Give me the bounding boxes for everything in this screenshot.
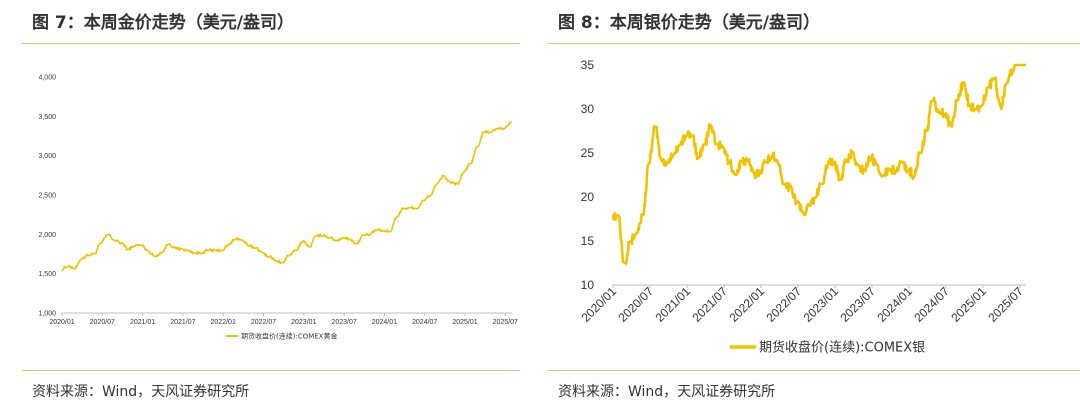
y-tick-label: 3,500: [38, 114, 56, 121]
silver-panel: 图 8：本周银价走势（美元/盎司） 10 15 20 25 30 35 2020/01 202…: [548, 0, 1080, 404]
x-tick-label: 2022/01: [726, 284, 767, 325]
gold-panel: 图 7：本周金价走势（美元/盎司） 1,000 1,500 2,000 2,500 3,…: [0, 0, 520, 404]
y-tick-label: 10: [581, 278, 595, 292]
y-tick-label: 25: [581, 146, 595, 160]
y-tick-label: 2,000: [38, 232, 56, 239]
x-tick-label: 2024/01: [372, 319, 397, 326]
gold-chart-title: 图 7：本周金价走势（美元/盎司）: [32, 13, 294, 33]
x-tick-label: 2024/07: [911, 284, 952, 325]
x-tick-label: 2023/07: [331, 319, 356, 326]
y-tick-label: 1,000: [38, 310, 56, 317]
x-tick-label: 2022/01: [211, 319, 236, 326]
x-tick-label: 2025/07: [985, 284, 1026, 325]
silver-price-chart: 1015202530352020/012020/072021/012021/07…: [579, 58, 1027, 356]
y-tick-label: 15: [581, 234, 595, 248]
x-tick-label: 2024/01: [874, 284, 915, 325]
silver-chart-title: 图 8：本周银价走势（美元/盎司）: [558, 13, 820, 33]
gold-price-chart: 1,000 1,500 2,000 2,500 3,000 3,500 4,000 2020/…: [38, 74, 518, 340]
gold-source-note: 资料来源：Wind，天风证券研究所: [32, 384, 250, 400]
x-tick-label: 2023/07: [837, 284, 878, 325]
y-tick-label: 20: [581, 190, 595, 204]
x-tick-label: 2021/01: [130, 319, 155, 326]
source-divider: [548, 370, 1080, 371]
x-tick-label: 2024/07: [412, 319, 437, 326]
series-line: [611, 63, 1026, 265]
x-tick-label: 2020/01: [49, 319, 74, 326]
x-tick-label: 2021/07: [170, 319, 195, 326]
y-tick-label: 3,000: [38, 153, 56, 160]
x-tick-label: 2022/07: [763, 284, 804, 325]
y-tick-label: 30: [581, 102, 595, 116]
x-tick-label: 2025/01: [452, 319, 477, 326]
x-tick-label: 2020/07: [616, 284, 657, 325]
x-tick-label: 2025/01: [948, 284, 989, 325]
x-tick-label: 2023/01: [291, 319, 316, 326]
x-tick-label: 2025/07: [493, 319, 518, 326]
y-tick-label: 1,500: [38, 271, 56, 278]
y-tick-label: 35: [581, 58, 595, 72]
y-tick-label: 2,500: [38, 192, 56, 199]
title-divider: [548, 43, 1080, 44]
x-tick-label: 2020/07: [90, 319, 115, 326]
x-tick-label: 2021/07: [689, 284, 730, 325]
source-divider: [22, 370, 520, 371]
x-tick-label: 2023/01: [800, 284, 841, 325]
title-divider: [22, 43, 520, 44]
x-tick-label: 2021/01: [653, 284, 694, 325]
x-tick-label: 2022/07: [251, 319, 276, 326]
legend-label: 期货收盘价(连续):COMEX银: [759, 340, 925, 356]
legend-label: 期货收盘价(连续):COMEX黄金: [241, 331, 337, 340]
silver-source-note: 资料来源：Wind，天风证券研究所: [558, 384, 776, 400]
series-line: [61, 121, 513, 272]
y-tick-label: 4,000: [38, 74, 56, 81]
